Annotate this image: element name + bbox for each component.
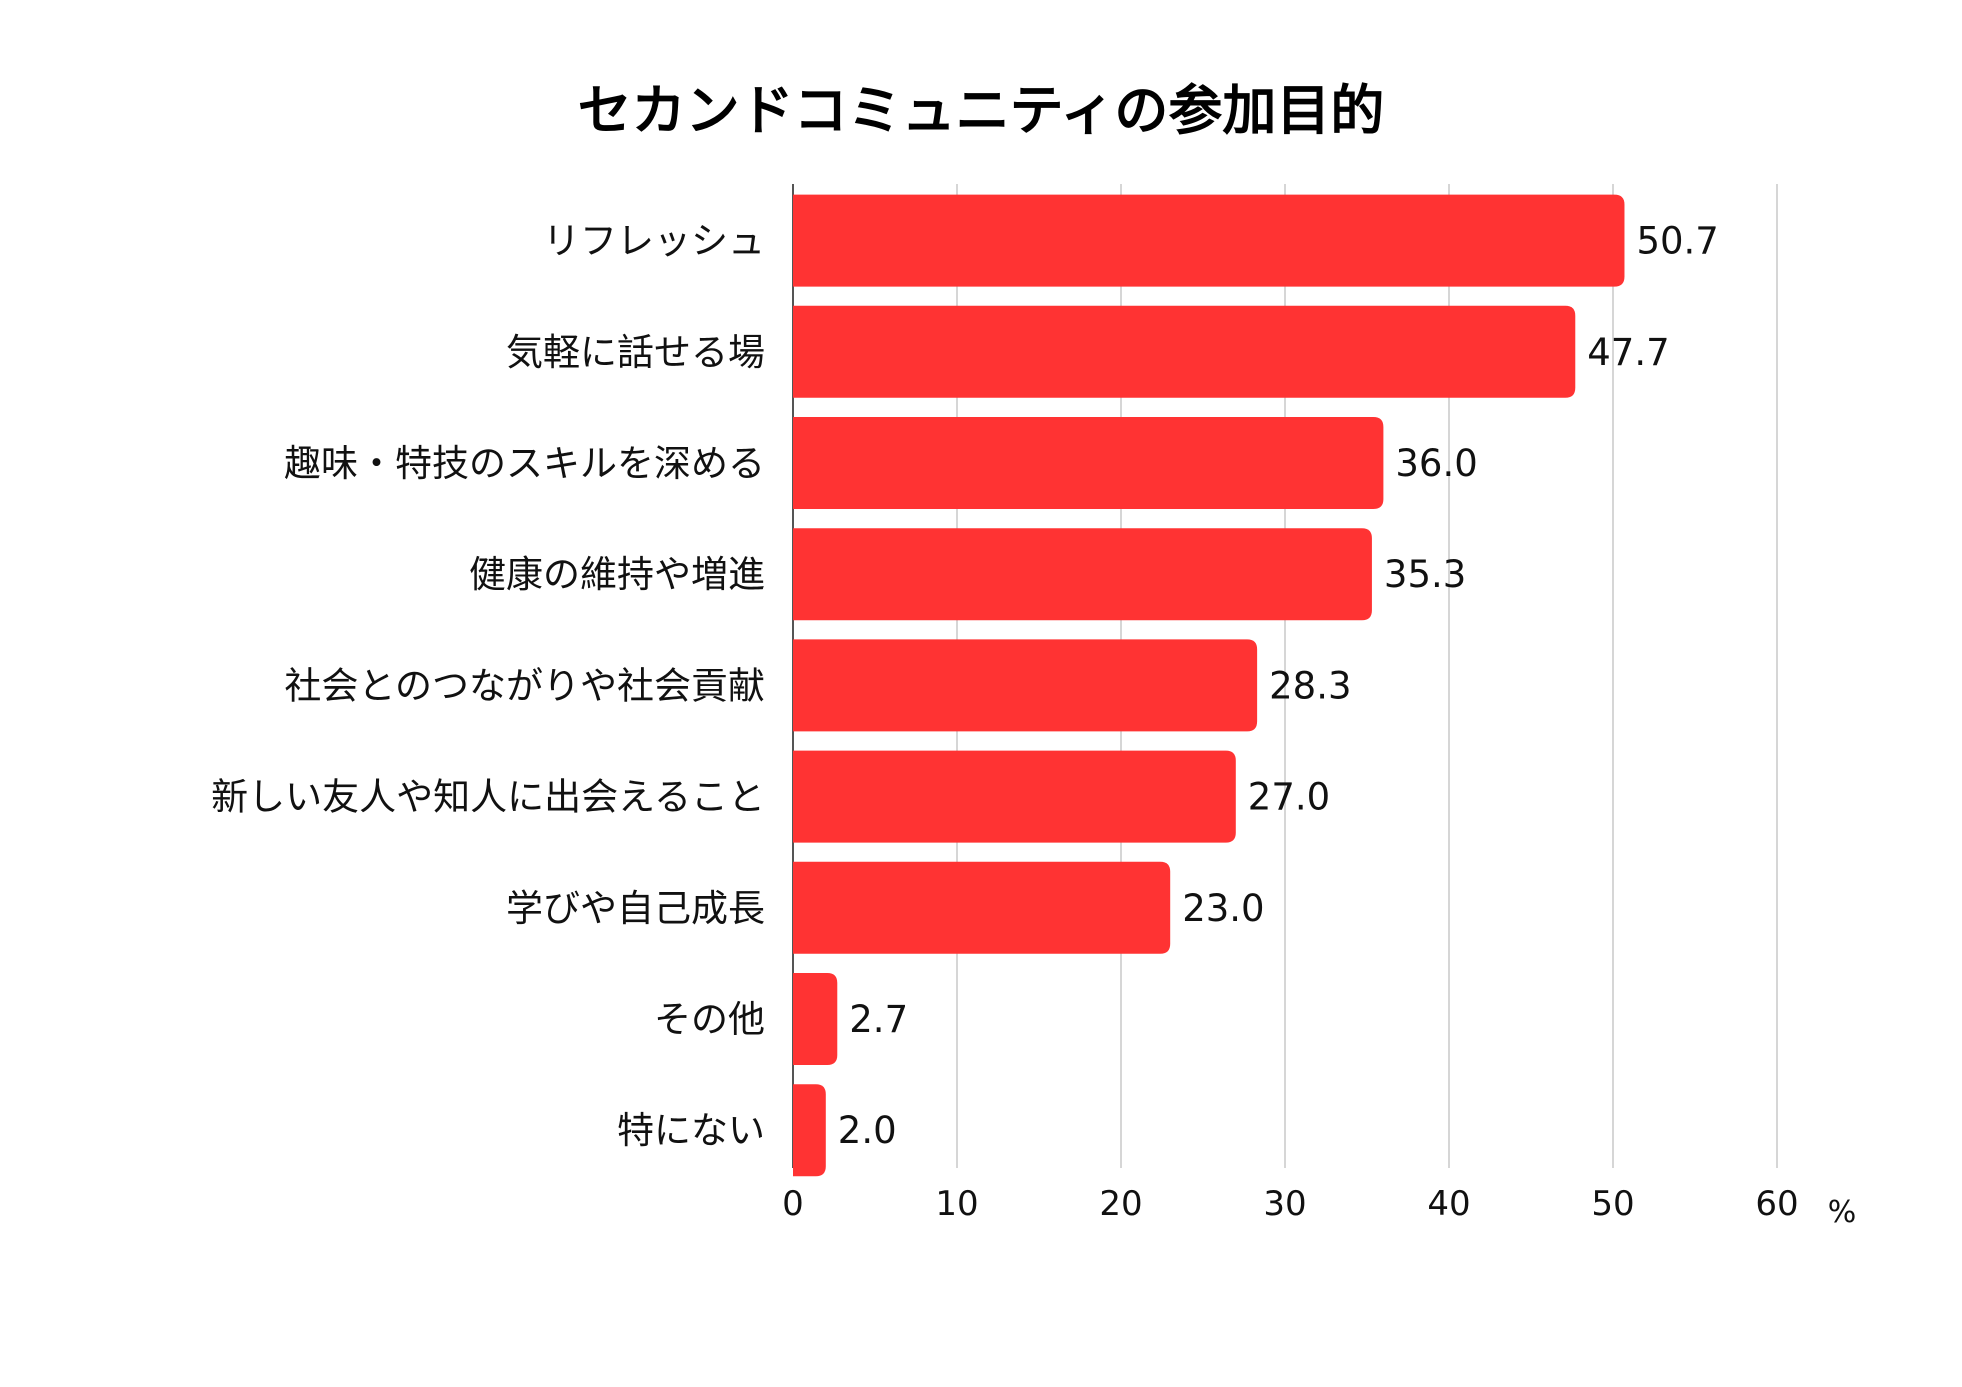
value-label: 2.0 bbox=[838, 1109, 897, 1152]
bar bbox=[793, 750, 1236, 843]
x-tick-label: 60 bbox=[1755, 1184, 1798, 1224]
category-label: 特にない bbox=[617, 1109, 765, 1152]
bar bbox=[793, 973, 838, 1065]
x-axis-ticks: 0 10 20 30 40 50 60 bbox=[782, 1184, 1798, 1224]
x-tick-label: 0 bbox=[782, 1184, 804, 1224]
unit-label: % bbox=[1828, 1195, 1857, 1230]
value-label: 47.7 bbox=[1587, 331, 1669, 374]
value-label: 28.3 bbox=[1269, 664, 1351, 707]
category-label: その他 bbox=[654, 998, 765, 1041]
bars bbox=[793, 194, 1625, 1177]
x-tick-label: 40 bbox=[1427, 1184, 1470, 1224]
x-tick-label: 50 bbox=[1591, 1184, 1634, 1224]
bar bbox=[793, 1084, 826, 1177]
category-label: 気軽に話せる場 bbox=[506, 331, 765, 374]
value-label: 2.7 bbox=[849, 998, 908, 1041]
bar bbox=[793, 639, 1258, 732]
category-label: 健康の維持や増進 bbox=[469, 553, 765, 596]
chart-title: セカンドコミュニティの参加目的 bbox=[577, 79, 1385, 142]
category-label: 新しい友人や知人に出会えること bbox=[211, 776, 765, 819]
value-label: 35.3 bbox=[1384, 553, 1466, 596]
x-tick-label: 30 bbox=[1263, 1184, 1306, 1224]
bar bbox=[793, 194, 1625, 287]
bar bbox=[793, 417, 1384, 509]
value-label: 23.0 bbox=[1182, 887, 1264, 930]
x-tick-label: 20 bbox=[1099, 1184, 1142, 1224]
value-label: 50.7 bbox=[1636, 220, 1718, 263]
category-label: 学びや自己成長 bbox=[506, 887, 765, 930]
value-label: 27.0 bbox=[1248, 776, 1330, 819]
value-labels: 50.7 47.7 36.0 35.3 28.3 27.0 23.0 2.7 2.0 bbox=[838, 220, 1719, 1153]
category-label: リフレッシュ bbox=[543, 220, 765, 263]
category-labels: リフレッシュ気軽に話せる場趣味・特技のスキルを深める健康の維持や増進社会とのつな… bbox=[211, 220, 765, 1153]
x-tick-label: 10 bbox=[935, 1184, 978, 1224]
category-label: 社会とのつながりや社会貢献 bbox=[284, 664, 765, 707]
category-label: 趣味・特技のスキルを深める bbox=[284, 442, 765, 485]
bar bbox=[793, 528, 1372, 621]
bar bbox=[793, 305, 1576, 398]
bar bbox=[793, 861, 1171, 954]
value-label: 36.0 bbox=[1395, 442, 1477, 485]
